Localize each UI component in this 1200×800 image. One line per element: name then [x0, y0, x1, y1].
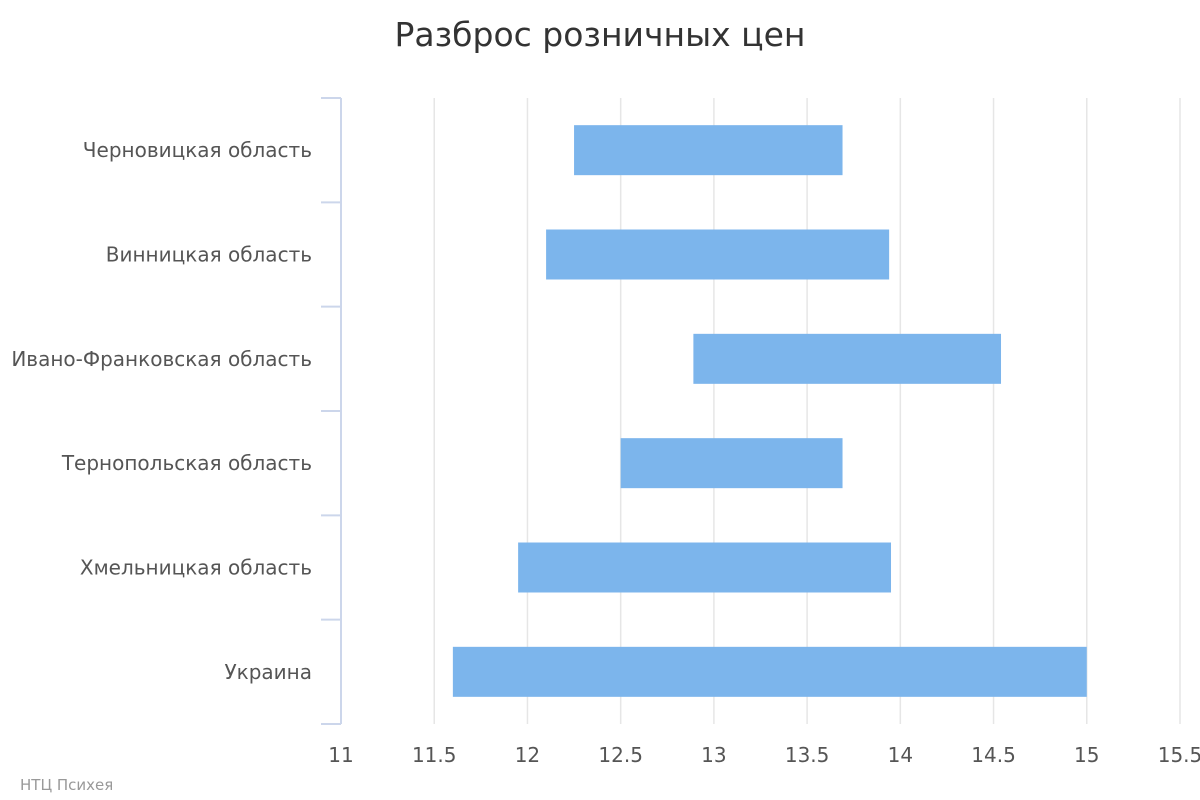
range-bar[interactable] [452, 646, 1087, 697]
range-bar[interactable] [620, 438, 843, 489]
category-label: Хмельницкая область [80, 556, 312, 580]
category-label: Черновицкая область [83, 138, 312, 162]
x-tick-label: 12.5 [598, 743, 643, 767]
category-labels: Черновицкая область Винницкая область Иван… [11, 138, 312, 684]
category-axis [321, 97, 342, 725]
x-tick-label: 15 [1074, 743, 1099, 767]
category-label: Тернопольская область [61, 451, 312, 475]
value-axis-labels: 11 11.5 12 12.5 13 13.5 14 14.5 15 15.5 [328, 743, 1200, 767]
x-tick-label: 12 [515, 743, 540, 767]
bars [452, 125, 1087, 697]
chart-title: Разброс розничных цен [395, 15, 806, 54]
range-bar[interactable] [574, 125, 843, 176]
category-label: Украина [224, 660, 312, 684]
category-label: Ивано-Франковская область [11, 347, 312, 371]
range-bar[interactable] [693, 333, 1002, 384]
category-label: Винницкая область [106, 243, 312, 267]
x-tick-label: 14.5 [971, 743, 1016, 767]
range-bar[interactable] [518, 542, 892, 593]
x-tick-label: 14 [888, 743, 913, 767]
x-tick-label: 15.5 [1158, 743, 1200, 767]
gridlines [433, 98, 1181, 724]
x-tick-label: 11 [328, 743, 353, 767]
x-tick-label: 13.5 [785, 743, 830, 767]
x-tick-label: 13 [701, 743, 726, 767]
range-bar[interactable] [546, 229, 890, 280]
x-tick-label: 11.5 [412, 743, 457, 767]
credits-text: НТЦ Психея [20, 776, 113, 794]
